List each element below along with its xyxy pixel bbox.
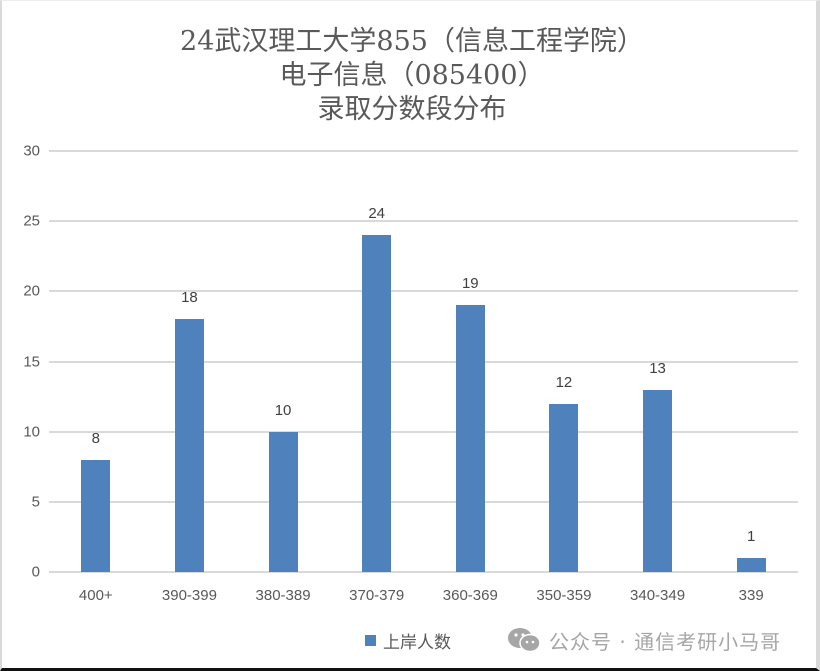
x-tick-label: 390-399 xyxy=(161,587,217,604)
x-tick-label: 370-379 xyxy=(349,587,405,604)
y-tick-label: 30 xyxy=(23,142,40,160)
wechat-icon xyxy=(508,628,541,653)
chart-title: 24武汉理工大学855（信息工程学院） 电子信息（085400） 录取分数段分布 xyxy=(2,25,820,127)
data-label: 24 xyxy=(368,205,386,223)
data-label: 13 xyxy=(649,359,666,377)
x-tick-label: 400+ xyxy=(78,587,113,604)
bar xyxy=(643,389,673,572)
data-label: 10 xyxy=(274,401,292,419)
y-tick-label: 5 xyxy=(31,493,40,511)
y-tick-label: 15 xyxy=(23,353,40,370)
gridline xyxy=(49,430,798,433)
legend-swatch xyxy=(365,634,376,646)
y-tick-label: 25 xyxy=(23,212,40,230)
gridline xyxy=(49,220,798,223)
data-label: 8 xyxy=(91,429,100,447)
bar xyxy=(455,305,485,572)
x-tick-label: 340-349 xyxy=(630,587,686,604)
y-tick-label: 10 xyxy=(23,423,40,441)
bar xyxy=(736,557,766,572)
data-label: 19 xyxy=(461,275,479,293)
bar xyxy=(81,459,111,572)
gridline xyxy=(49,290,798,293)
chart-title-line-3: 录取分数段分布 xyxy=(317,94,507,125)
bar xyxy=(174,319,204,572)
chart-title-line-1: 24武汉理工大学855（信息工程学院） xyxy=(180,26,644,57)
legend: 上岸人数 xyxy=(365,628,451,653)
y-tick-label: 0 xyxy=(31,563,40,581)
watermark-text: 公众号 · 通信考研小马哥 xyxy=(549,629,782,654)
bar xyxy=(362,235,392,572)
gridline xyxy=(49,571,798,573)
x-tick-label: 339 xyxy=(738,587,764,604)
bar xyxy=(549,403,579,572)
x-tick-label: 360-369 xyxy=(442,587,498,604)
data-label: 18 xyxy=(181,289,198,307)
gridline xyxy=(49,360,798,363)
y-tick-label: 20 xyxy=(23,282,40,300)
data-label: 12 xyxy=(555,373,573,391)
x-tick-label: 380-389 xyxy=(255,587,311,604)
gridline xyxy=(49,500,798,503)
x-tick-label: 350-359 xyxy=(536,587,592,604)
gridline xyxy=(49,150,798,152)
legend-label: 上岸人数 xyxy=(383,632,451,653)
data-label: 1 xyxy=(747,527,756,545)
watermark: 公众号 · 通信考研小马哥 xyxy=(507,626,781,654)
chart-title-line-2: 电子信息（085400） xyxy=(279,60,545,91)
bar xyxy=(268,431,298,572)
